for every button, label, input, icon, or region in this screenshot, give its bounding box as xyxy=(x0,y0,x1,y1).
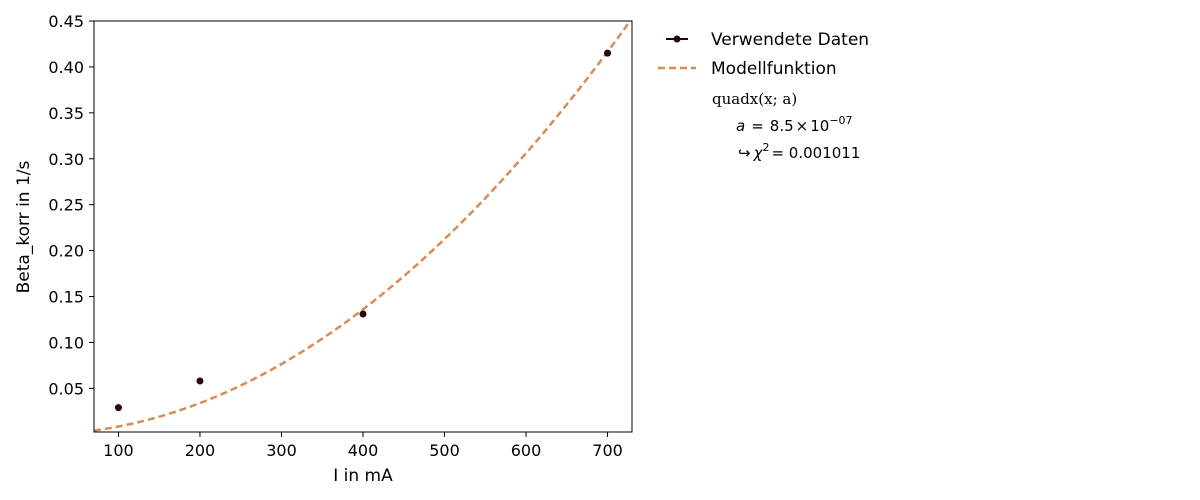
x-tick-label: 600 xyxy=(511,441,542,460)
x-axis: 100 200 300 400 500 600 700 xyxy=(103,432,623,460)
y-axis-label: Beta_korr in 1/s xyxy=(14,160,34,293)
y-tick-label: 0.05 xyxy=(48,379,84,398)
x-axis-label: I in mA xyxy=(333,466,393,486)
legend-label-model: Modellfunktion xyxy=(711,59,837,79)
y-tick-label: 0.10 xyxy=(48,333,84,352)
y-tick-label: 0.35 xyxy=(48,104,84,123)
legend: Verwendete Daten Modellfunktion quadx(x;… xyxy=(658,30,869,162)
y-tick-label: 0.20 xyxy=(48,242,84,261)
data-point xyxy=(604,49,612,57)
y-tick-label: 0.25 xyxy=(48,196,84,215)
data-point xyxy=(114,404,122,412)
hook-arrow-icon: ↪ xyxy=(738,144,751,162)
data-point xyxy=(196,377,204,385)
legend-label-data: Verwendete Daten xyxy=(711,30,869,50)
y-tick-label: 0.15 xyxy=(48,288,84,307)
fit-parameter: a = 8.5 × 10−07 xyxy=(736,114,853,135)
y-tick-label: 0.45 xyxy=(48,12,84,31)
x-tick-label: 700 xyxy=(592,441,623,460)
legend-marker-data-point xyxy=(673,35,681,43)
y-axis: 0.05 0.10 0.15 0.20 0.25 0.30 0.35 0.40 0.45 xyxy=(48,12,94,398)
data-point xyxy=(359,310,367,318)
x-tick-label: 100 xyxy=(103,441,134,460)
y-tick-label: 0.40 xyxy=(48,58,84,77)
fit-chi-square: ↪ χ2 = 0.001011 xyxy=(738,141,860,162)
x-tick-label: 200 xyxy=(185,441,216,460)
x-tick-label: 300 xyxy=(266,441,297,460)
x-tick-label: 400 xyxy=(348,441,379,460)
x-tick-label: 500 xyxy=(429,441,460,460)
model-curve xyxy=(94,21,632,432)
y-tick-label: 0.30 xyxy=(48,150,84,169)
fit-function-label: quadx(x; a) xyxy=(712,90,797,108)
